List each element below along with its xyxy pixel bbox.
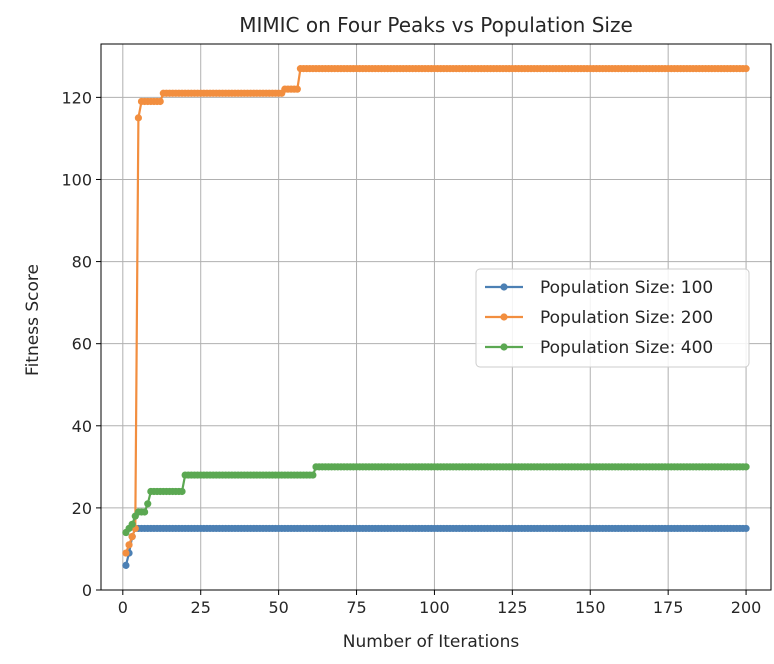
data-point [742, 524, 750, 533]
x-tick-label: 25 [191, 598, 211, 617]
x-tick-label: 125 [497, 598, 528, 617]
plot-frame [100, 43, 772, 591]
data-point [156, 97, 164, 106]
legend: Population Size: 100 Population Size: 200… [475, 268, 750, 368]
data-point [742, 463, 750, 471]
x-tick-label: 100 [419, 598, 450, 617]
legend-label: Population Size: 100 [540, 278, 713, 298]
series-group [122, 65, 750, 569]
y-tick-label: 120 [61, 88, 92, 107]
data-point [141, 508, 149, 516]
x-tick-label: 0 [118, 598, 128, 617]
legend-item: Population Size: 400 [485, 338, 713, 358]
x-tick-label: 200 [731, 598, 762, 617]
chart-title: MIMIC on Four Peaks vs Population Size [239, 13, 633, 37]
series-3 [122, 463, 750, 537]
x-tick-label: 150 [575, 598, 606, 617]
legend-marker [500, 283, 508, 291]
data-point [128, 533, 136, 541]
y-tick-label: 100 [61, 170, 92, 189]
data-point [293, 85, 301, 93]
data-point [178, 487, 186, 496]
x-tick-label: 175 [653, 598, 684, 617]
x-axis-label: Number of Iterations [343, 632, 520, 652]
legend-marker [500, 313, 508, 321]
data-point [122, 549, 130, 557]
data-point [742, 65, 750, 73]
y-tick-label: 0 [82, 581, 92, 600]
data-point [309, 471, 317, 479]
data-point [128, 520, 136, 528]
series-2 [122, 65, 750, 557]
y-tick-label: 40 [72, 417, 92, 436]
y-axis-label: Fitness Score [23, 264, 43, 376]
legend-label: Population Size: 200 [540, 308, 713, 328]
data-point [144, 500, 152, 508]
legend-marker [500, 343, 508, 351]
legend-item: Population Size: 100 [485, 278, 713, 298]
y-tick-label: 20 [72, 499, 92, 518]
ticks: 0 25 50 75 100 125 150 175 200 0 20 40 60 80 100 120 [61, 88, 761, 617]
legend-box [475, 268, 750, 368]
x-tick-label: 50 [268, 598, 288, 617]
y-tick-label: 60 [72, 335, 92, 354]
data-point [125, 541, 133, 549]
data-point [122, 561, 130, 569]
x-tick-label: 75 [346, 598, 366, 617]
y-tick-label: 80 [72, 253, 92, 272]
legend-label: Population Size: 400 [540, 338, 713, 358]
data-point [134, 114, 142, 122]
legend-item: Population Size: 200 [485, 308, 713, 328]
